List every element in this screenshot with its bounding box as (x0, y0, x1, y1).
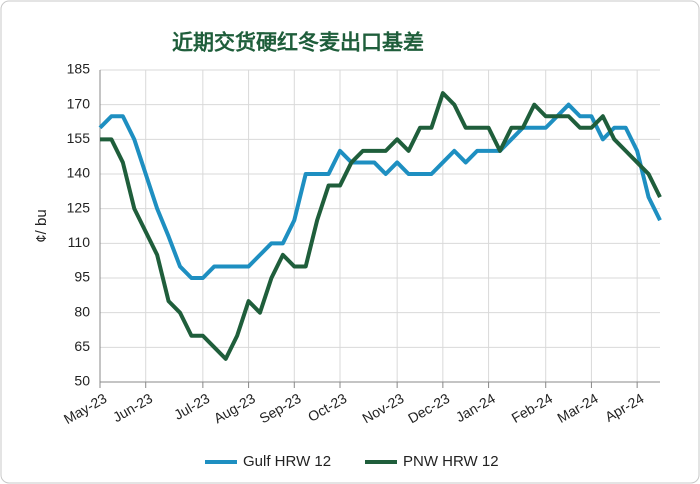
chart-title: 近期交货硬红冬麦出口基差 (172, 31, 424, 55)
y-axis-label: ¢/ bu (33, 209, 50, 242)
series-line (100, 91, 662, 361)
y-tick-label: 50 (74, 373, 90, 389)
series-line (98, 102, 662, 280)
y-tick-label: 125 (67, 199, 91, 215)
y-tick-label: 185 (67, 61, 91, 77)
legend-label: Gulf HRW 12 (243, 453, 331, 470)
y-tick-label: 110 (68, 234, 91, 250)
legend-label: PNW HRW 12 (403, 453, 499, 470)
y-tick-label: 80 (74, 303, 90, 319)
y-tick-label: 95 (74, 269, 90, 285)
y-tick-label: 170 (67, 95, 91, 111)
y-tick-label: 140 (67, 165, 91, 181)
y-tick-label: 155 (67, 130, 91, 146)
y-tick-label: 65 (74, 338, 90, 354)
